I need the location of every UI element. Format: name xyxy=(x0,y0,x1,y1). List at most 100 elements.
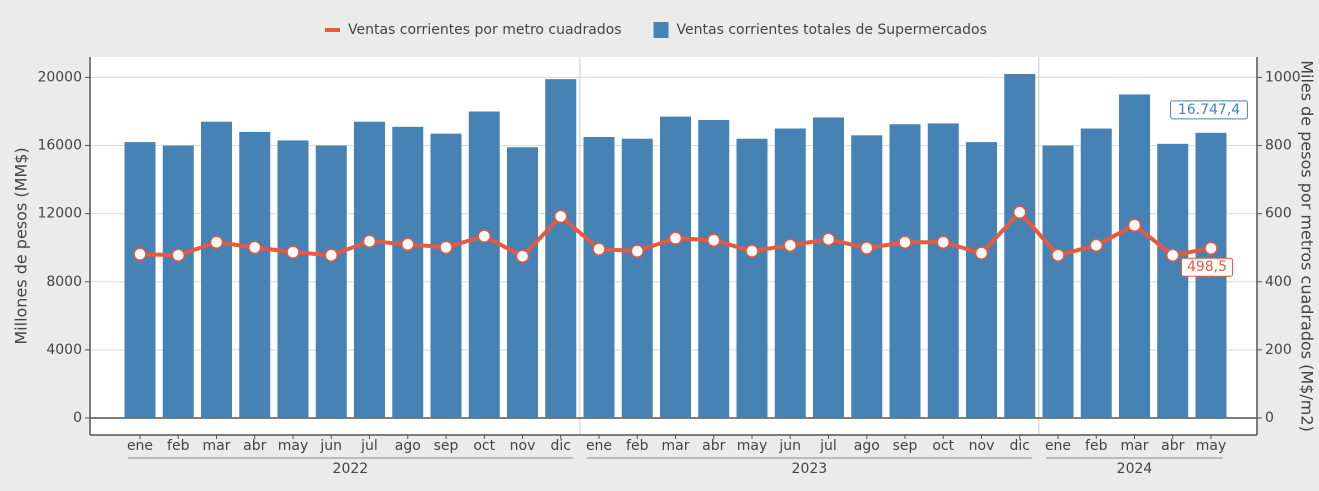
line-marker xyxy=(554,209,568,224)
x-tick-label: nov xyxy=(969,438,995,454)
bar xyxy=(468,111,500,418)
bar xyxy=(545,79,577,418)
line-marker xyxy=(936,235,950,250)
y-axis-title: Millones de pesos (MM$) xyxy=(12,147,31,344)
y2-tick-label: 1000 xyxy=(1265,69,1301,85)
y-tick-label: 8000 xyxy=(46,274,82,290)
line-marker xyxy=(592,242,606,256)
x-tick-label: jun xyxy=(778,438,801,454)
legend-label: Ventas corrientes totales de Supermercad… xyxy=(677,22,987,38)
value-label-box xyxy=(1181,257,1233,277)
bar xyxy=(736,138,768,418)
bar xyxy=(1004,74,1036,418)
bar xyxy=(1157,143,1189,418)
group-label: 2022 xyxy=(333,461,369,477)
line-marker xyxy=(783,238,797,253)
bar xyxy=(392,126,424,418)
y2-tick-label: 800 xyxy=(1265,138,1292,154)
x-tick-label: ago xyxy=(395,438,421,454)
x-tick-label: may xyxy=(1196,438,1227,454)
legend-symbol xyxy=(653,22,669,38)
y-tick-label: 0 xyxy=(73,410,82,426)
y-tick-label: 4000 xyxy=(46,342,82,358)
line-marker xyxy=(974,246,989,260)
group-label: 2023 xyxy=(792,461,828,477)
x-tick-label: mar xyxy=(662,438,690,454)
line-marker xyxy=(286,245,300,259)
bar xyxy=(315,145,347,418)
bar xyxy=(1042,145,1074,418)
x-tick-label: abr xyxy=(243,438,266,454)
bar xyxy=(1119,94,1150,418)
bar xyxy=(277,140,309,418)
legend-label: Ventas corrientes por metro cuadrados xyxy=(348,22,622,38)
y-tick-label: 16000 xyxy=(37,138,82,154)
x-tick-label: sep xyxy=(893,438,918,454)
bar xyxy=(239,131,271,418)
line-marker xyxy=(1051,248,1065,262)
line-marker xyxy=(401,237,415,252)
bar xyxy=(927,123,959,418)
x-tick-label: ene xyxy=(586,438,612,454)
x-tick-label: ene xyxy=(1045,438,1071,454)
bar xyxy=(774,128,806,418)
group-label: 2024 xyxy=(1117,461,1153,477)
y2-tick-label: 400 xyxy=(1265,274,1292,290)
bar xyxy=(621,138,653,418)
line-marker xyxy=(1204,241,1218,255)
line-marker xyxy=(630,244,644,258)
line-marker xyxy=(439,240,453,255)
line-marker xyxy=(477,229,491,243)
value-label: 498,5 xyxy=(1187,259,1227,275)
bar xyxy=(698,120,730,418)
bar xyxy=(813,117,844,418)
x-tick-label: dic xyxy=(551,438,571,454)
x-tick-label: abr xyxy=(1161,438,1184,454)
x-tick-label: ago xyxy=(854,438,880,454)
x-tick-label: oct xyxy=(932,438,954,454)
bar xyxy=(430,133,462,418)
bar xyxy=(660,116,691,418)
line-marker xyxy=(209,235,224,250)
y-tick-label: 20000 xyxy=(37,69,82,85)
y2-tick-label: 200 xyxy=(1265,342,1292,358)
x-tick-label: feb xyxy=(626,438,649,454)
line-marker xyxy=(821,232,836,246)
line-marker xyxy=(898,235,912,250)
line-marker xyxy=(1089,238,1103,253)
line-marker xyxy=(515,249,530,263)
bar xyxy=(201,121,232,418)
bar xyxy=(583,137,615,418)
bar xyxy=(889,124,921,418)
x-tick-label: jul xyxy=(819,438,837,454)
x-tick-label: abr xyxy=(702,438,725,454)
line-marker xyxy=(1166,248,1180,262)
y-tick-label: 12000 xyxy=(37,206,82,222)
line-marker xyxy=(324,248,338,262)
y2-tick-label: 0 xyxy=(1265,410,1274,426)
x-tick-label: oct xyxy=(473,438,495,454)
line-marker xyxy=(1127,218,1142,232)
line-marker xyxy=(248,240,262,255)
x-tick-label: may xyxy=(278,438,309,454)
x-tick-label: jul xyxy=(360,438,378,454)
x-tick-label: ene xyxy=(127,438,153,454)
line-marker xyxy=(362,234,377,248)
line-marker xyxy=(668,231,683,245)
x-tick-label: mar xyxy=(1121,438,1149,454)
x-tick-label: jun xyxy=(319,438,342,454)
line-marker xyxy=(133,247,147,261)
y2-tick-label: 600 xyxy=(1265,206,1292,222)
bar xyxy=(124,142,156,418)
x-tick-label: sep xyxy=(434,438,459,454)
bar xyxy=(507,147,538,418)
value-label: 16.747,4 xyxy=(1178,102,1240,118)
bar xyxy=(354,121,385,418)
bar xyxy=(851,135,883,418)
line-marker xyxy=(707,233,721,247)
bar xyxy=(966,142,997,418)
line-marker xyxy=(860,241,874,255)
x-tick-label: may xyxy=(737,438,768,454)
line-marker xyxy=(171,248,185,262)
value-label-box xyxy=(1170,100,1248,120)
